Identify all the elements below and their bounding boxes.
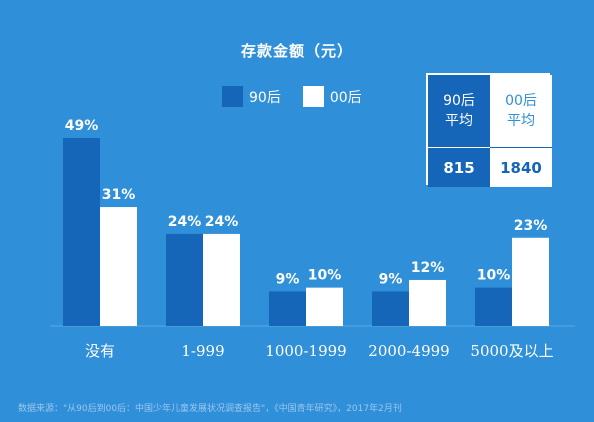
data-label-00-0: 31% — [102, 187, 136, 203]
legend-label-00: 00后 — [329, 89, 362, 106]
data-label-90-1: 24% — [168, 214, 202, 230]
category-label-0: 没有 — [85, 342, 115, 360]
bar-00-1 — [203, 233, 240, 326]
category-label-1: 1-999 — [181, 342, 224, 360]
average-box: 90后 平均 00后 平均 815 1840 — [426, 73, 552, 187]
data-label-00-3: 12% — [411, 260, 445, 276]
legend-swatch-90 — [222, 86, 243, 107]
avg-90-label: 90后 平均 — [428, 75, 490, 147]
data-label-90-2: 9% — [276, 271, 300, 287]
bar-00-0 — [100, 207, 137, 326]
legend-item-00: 00后 — [302, 86, 362, 107]
bar-00-4 — [512, 237, 549, 326]
data-label-00-1: 24% — [205, 214, 239, 230]
bar-90-2 — [269, 291, 306, 326]
legend-label-90: 90后 — [249, 89, 281, 106]
source-note: 数据来源："从90后到00后：中国少年儿童发展状况调查报告"，《中国青年研究》，… — [18, 404, 402, 414]
chart-title: 存款金额（元） — [240, 42, 353, 60]
avg-00-label: 00后 平均 — [490, 75, 552, 147]
data-label-00-4: 23% — [514, 218, 548, 234]
avg-90-value: 815 — [428, 147, 490, 187]
legend-item-90: 90后 — [222, 86, 281, 107]
bar-90-4 — [475, 287, 512, 326]
bar-90-0 — [63, 138, 100, 326]
category-label-2: 1000-1999 — [265, 342, 346, 360]
data-label-90-3: 9% — [379, 271, 403, 287]
category-label-3: 2000-4999 — [368, 342, 449, 360]
category-label-4: 5000及以上 — [470, 342, 553, 360]
data-label-90-0: 49% — [65, 118, 99, 134]
bar-90-1 — [166, 233, 203, 326]
chart-legend: 90后 00后 — [222, 86, 384, 107]
avg-00-value: 1840 — [490, 147, 552, 187]
data-label-90-4: 10% — [477, 268, 511, 284]
legend-swatch-00 — [302, 86, 324, 107]
bar-00-3 — [409, 279, 446, 326]
bar-00-2 — [306, 287, 343, 326]
data-label-00-2: 10% — [308, 268, 342, 284]
bar-90-3 — [372, 291, 409, 326]
